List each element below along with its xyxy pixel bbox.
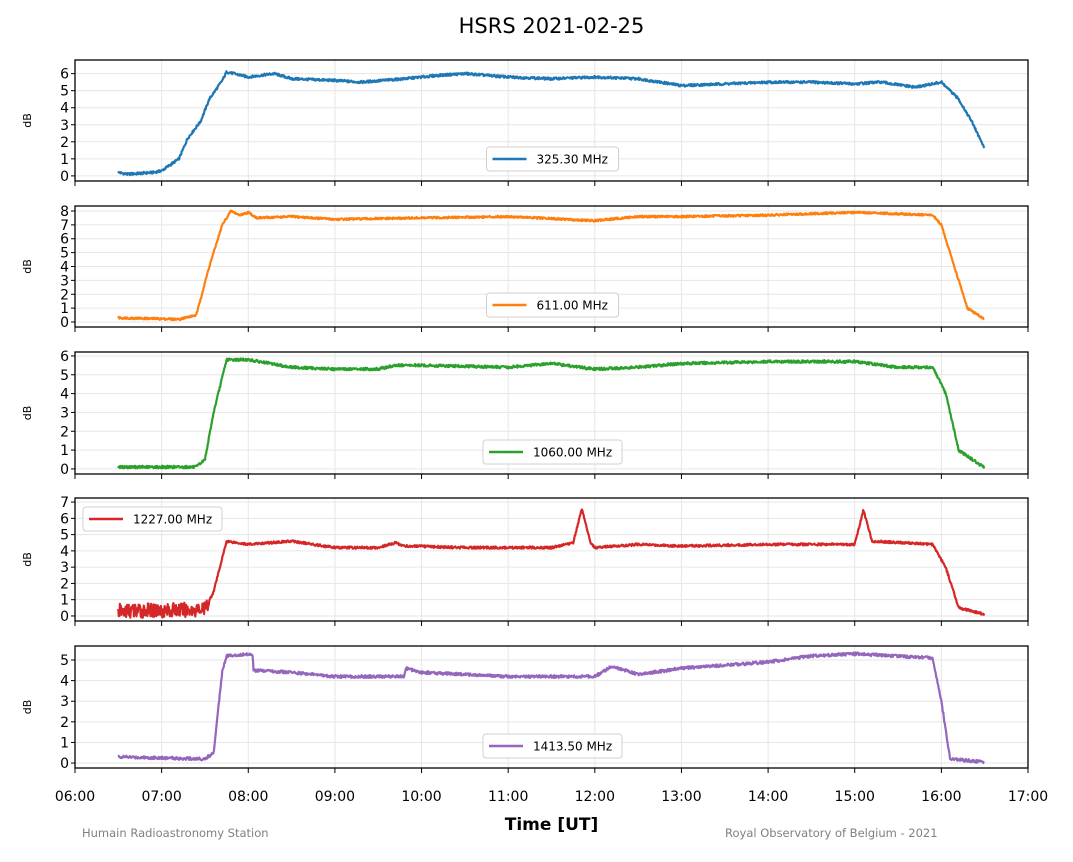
y-tick-label: 3	[60, 694, 69, 710]
x-tick-label: 12:00	[575, 789, 615, 805]
y-tick-label: 7	[60, 495, 69, 511]
y-tick-label: 4	[60, 260, 69, 276]
y-tick-label: 5	[60, 653, 69, 669]
x-tick-label: 07:00	[141, 789, 181, 805]
y-tick-label: 8	[60, 204, 69, 220]
legend-label: 325.30 MHz	[537, 153, 608, 167]
series-line-32530	[117, 70, 986, 177]
y-tick-label: 7	[60, 218, 69, 234]
subplot-5: 0 1 2 3 4 5 dB 1413.50 MHz	[21, 645, 1029, 773]
y-tick-label: 0	[60, 756, 69, 772]
x-axis-label: Time [UT]	[504, 815, 599, 835]
footer-station: Humain Radioastronomy Station	[82, 826, 269, 840]
y-tick-label: 4	[60, 101, 69, 117]
y-tick-label: 5	[60, 246, 69, 262]
y-tick-label: 3	[60, 405, 69, 421]
y-axis-label: dB	[21, 700, 34, 715]
axes-frame	[74, 351, 1029, 475]
y-tick-label: 2	[60, 715, 69, 731]
footer-observatory: Royal Observatory of Belgium - 2021	[725, 826, 938, 840]
y-axis-label: dB	[21, 259, 34, 274]
y-tick-label: 5	[60, 84, 69, 100]
y-axis-label: dB	[21, 406, 34, 421]
axes-frame	[74, 645, 1029, 769]
x-tick-label: 09:00	[315, 789, 355, 805]
x-tick-label: 08:00	[228, 789, 268, 805]
y-tick-label: 4	[60, 674, 69, 690]
y-tick-label: 1	[60, 152, 69, 168]
legend: 1227.00 MHz	[82, 506, 223, 532]
legend-label: 611.00 MHz	[537, 299, 608, 313]
legend: 611.00 MHz	[486, 292, 619, 318]
legend-box	[82, 506, 223, 532]
x-tick-label: 10:00	[401, 789, 441, 805]
y-tick-label: 1	[60, 593, 69, 609]
y-tick-label: 2	[60, 287, 69, 303]
y-tick-label: 6	[60, 67, 69, 83]
y-tick-label: 3	[60, 273, 69, 289]
x-tick-label: 13:00	[661, 789, 701, 805]
legend-box	[486, 292, 619, 318]
y-tick-label: 0	[60, 609, 69, 625]
series-line-141350	[117, 651, 985, 765]
x-tick-label: 15:00	[835, 789, 875, 805]
legend-box	[482, 439, 623, 465]
subplot-3: 0 1 2 3 4 5 6 dB 1060.00 MHz	[21, 349, 1029, 479]
y-tick-label: 0	[60, 315, 69, 331]
y-tick-label: 0	[60, 169, 69, 185]
y-tick-label: 2	[60, 576, 69, 592]
y-tick-label: 4	[60, 387, 69, 403]
y-tick-label: 3	[60, 560, 69, 576]
y-tick-label: 1	[60, 735, 69, 751]
legend: 1060.00 MHz	[482, 439, 623, 465]
y-tick-label: 5	[60, 528, 69, 544]
legend-box	[486, 146, 619, 172]
y-tick-label: 0	[60, 462, 69, 478]
series-line-122700	[117, 508, 986, 619]
y-tick-label: 3	[60, 118, 69, 134]
legend: 325.30 MHz	[486, 146, 619, 172]
y-tick-label: 6	[60, 349, 69, 365]
chart-title: HSRS 2021-02-25	[458, 14, 645, 38]
x-tick-label: 06:00	[55, 789, 95, 805]
x-tick-label: 14:00	[748, 789, 788, 805]
legend-label: 1060.00 MHz	[533, 446, 612, 460]
y-tick-label: 1	[60, 443, 69, 459]
y-tick-label: 6	[60, 232, 69, 248]
y-axis-label: dB	[21, 552, 34, 567]
x-tick-label: 11:00	[488, 789, 528, 805]
legend-label: 1227.00 MHz	[133, 513, 212, 527]
axes-frame	[74, 59, 1029, 182]
axes-frame	[74, 497, 1029, 622]
y-tick-label: 2	[60, 135, 69, 151]
y-axis-label: dB	[21, 113, 34, 128]
legend-label: 1413.50 MHz	[533, 740, 612, 754]
legend: 1413.50 MHz	[482, 733, 623, 759]
y-tick-label: 4	[60, 544, 69, 560]
y-tick-label: 6	[60, 511, 69, 527]
y-tick-label: 1	[60, 301, 69, 317]
series-line-61100	[117, 209, 985, 322]
y-tick-label: 2	[60, 424, 69, 440]
y-tick-label: 5	[60, 368, 69, 384]
legend-box	[482, 733, 623, 759]
series-line-106000	[117, 357, 986, 470]
x-tick-label: 17:00	[1008, 789, 1048, 805]
x-tick-label: 16:00	[921, 789, 961, 805]
